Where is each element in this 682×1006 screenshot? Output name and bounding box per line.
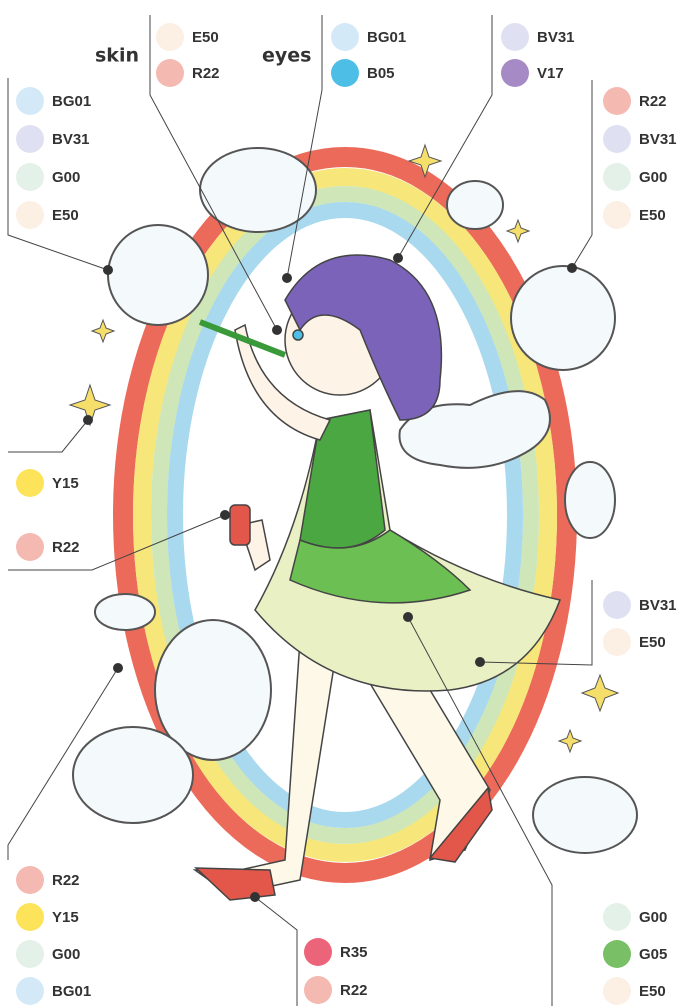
color-code: BG01 — [52, 93, 91, 110]
color-swatch — [603, 940, 631, 968]
color-swatch — [156, 59, 184, 87]
leader-dot — [250, 892, 260, 902]
color-code: E50 — [639, 983, 666, 1000]
color-swatch — [16, 903, 44, 931]
color-swatch — [603, 163, 631, 191]
color-code: R22 — [52, 539, 80, 556]
color-swatch — [331, 23, 359, 51]
leader-dot — [272, 325, 282, 335]
color-code: R35 — [340, 944, 368, 961]
color-swatch — [331, 59, 359, 87]
color-code: E50 — [192, 29, 219, 46]
leader-dot — [393, 253, 403, 263]
leader-dot — [475, 657, 485, 667]
color-code: BV31 — [537, 29, 575, 46]
color-code: E50 — [639, 207, 666, 224]
color-swatch — [501, 23, 529, 51]
color-code: BV31 — [639, 597, 677, 614]
color-code: G00 — [639, 909, 667, 926]
color-code: E50 — [639, 634, 666, 651]
part-label: eyes — [262, 45, 311, 67]
color-swatch — [603, 591, 631, 619]
color-code: G05 — [639, 946, 667, 963]
color-code: G00 — [52, 169, 80, 186]
leader-dot — [403, 612, 413, 622]
color-swatch — [603, 628, 631, 656]
color-swatch — [16, 201, 44, 229]
color-swatch — [16, 87, 44, 115]
leader-dot — [113, 663, 123, 673]
leader-dot — [282, 273, 292, 283]
color-swatch — [603, 977, 631, 1005]
color-swatch — [16, 469, 44, 497]
color-code: V17 — [537, 65, 564, 82]
color-code: R22 — [192, 65, 220, 82]
color-swatch — [16, 866, 44, 894]
color-code: R22 — [639, 93, 667, 110]
color-swatch — [304, 976, 332, 1004]
color-code: Y15 — [52, 475, 79, 492]
color-swatch — [603, 903, 631, 931]
color-code: G00 — [52, 946, 80, 963]
color-swatch — [603, 125, 631, 153]
color-swatch — [16, 125, 44, 153]
color-swatch — [16, 533, 44, 561]
color-code: G00 — [639, 169, 667, 186]
color-code: BG01 — [367, 29, 406, 46]
part-label: skin — [95, 45, 139, 67]
color-code: E50 — [52, 207, 79, 224]
color-code: BV31 — [639, 131, 677, 148]
color-swatch — [16, 940, 44, 968]
leader-dot — [567, 263, 577, 273]
color-swatch — [16, 977, 44, 1005]
color-swatch — [603, 201, 631, 229]
color-code: R22 — [340, 982, 368, 999]
color-code: Y15 — [52, 909, 79, 926]
color-swatch — [304, 938, 332, 966]
color-code: BG01 — [52, 983, 91, 1000]
color-code: R22 — [52, 872, 80, 889]
color-swatch — [501, 59, 529, 87]
color-code: B05 — [367, 65, 395, 82]
leader-dot — [83, 415, 93, 425]
color-code: BV31 — [52, 131, 90, 148]
color-swatch — [156, 23, 184, 51]
leader-dot — [103, 265, 113, 275]
color-swatch — [603, 87, 631, 115]
leader-dot — [220, 510, 230, 520]
color-swatch — [16, 163, 44, 191]
illustration: BG01 BV31 G00 E50 skin E50 R22 eyes BG01 B05 BV31 V… — [0, 0, 682, 1006]
